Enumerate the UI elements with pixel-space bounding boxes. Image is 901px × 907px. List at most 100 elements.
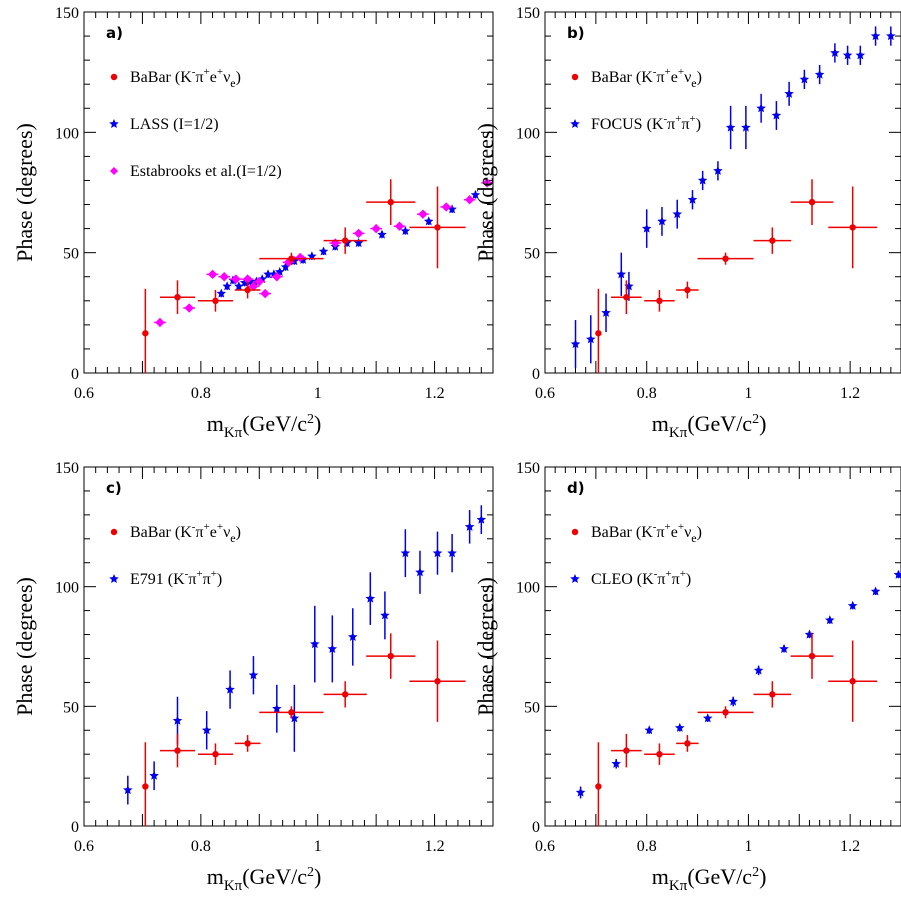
marker-circle	[288, 709, 295, 716]
legend-text-part: π	[667, 116, 675, 133]
data-point	[470, 189, 481, 199]
data-point	[409, 186, 466, 269]
data-point	[595, 288, 602, 373]
data-point	[893, 569, 901, 579]
marker-star	[753, 665, 764, 675]
data-point	[828, 640, 878, 722]
marker-circle	[142, 783, 149, 790]
legend-text-part: +	[678, 521, 684, 533]
marker-circle	[434, 678, 441, 685]
data-point	[377, 229, 387, 239]
data-point	[263, 269, 273, 279]
legend-marker	[571, 73, 579, 81]
legend-text-part: -	[663, 113, 667, 125]
legend-text-part: π	[195, 69, 203, 86]
legend-text-part: BaBar (K	[591, 69, 653, 86]
marker-star	[400, 548, 411, 558]
marker-star	[248, 670, 259, 680]
x-axis-title: mKπ(GeV/c2)	[652, 411, 767, 441]
data-point	[644, 743, 675, 765]
marker-star	[172, 715, 183, 725]
x-tick-label: 0.6	[74, 838, 94, 855]
data-point	[463, 195, 476, 205]
marker-star	[377, 229, 387, 239]
legend-text-part: e	[691, 76, 696, 90]
y-tick-label: 100	[55, 125, 79, 142]
legend-marker	[109, 574, 119, 584]
data-point	[417, 209, 429, 219]
legend-text-part: )	[696, 116, 701, 133]
data-point	[676, 735, 699, 752]
marker-circle	[142, 330, 149, 337]
data-point	[687, 190, 698, 210]
marker-diamond	[272, 272, 282, 282]
legend-text-part: )	[236, 69, 241, 86]
marker-circle	[623, 293, 630, 301]
marker-star	[771, 110, 782, 120]
marker-star	[464, 521, 475, 531]
series-babar	[142, 179, 466, 373]
marker-star	[222, 281, 232, 291]
marker-star	[842, 50, 853, 60]
data-point	[154, 317, 166, 328]
data-point	[323, 681, 367, 708]
x-tick-label: 0.8	[191, 385, 211, 402]
legend-text-part: -	[192, 521, 196, 533]
x-tick-label: 0.6	[535, 385, 555, 402]
marker-star	[365, 593, 376, 603]
marker-star	[149, 770, 159, 780]
data-point	[855, 45, 866, 65]
series-babar	[595, 633, 878, 826]
data-point	[247, 281, 260, 292]
legend-text-part: +	[678, 66, 684, 78]
data-point	[676, 281, 699, 299]
marker-star	[470, 189, 481, 199]
data-point	[771, 101, 782, 130]
legend-text-part: +	[204, 521, 210, 533]
marker-circle	[387, 652, 394, 660]
data-point	[611, 758, 621, 769]
legend-text-part: π	[657, 571, 665, 588]
x-tick-label: 1.2	[425, 838, 445, 855]
legend-text-part: +	[665, 66, 671, 78]
legend-text-part: -	[654, 568, 658, 580]
marker-diamond	[207, 269, 218, 280]
y-axis-title: Phase (degrees)	[12, 123, 37, 262]
data-point	[270, 272, 283, 282]
data-point	[149, 761, 159, 791]
data-point	[870, 26, 881, 46]
y-axis-title: Phase (degrees)	[473, 577, 498, 716]
data-point	[753, 681, 792, 708]
x-axis-title-part: Kπ	[224, 878, 243, 894]
data-point	[790, 179, 834, 225]
marker-star	[675, 722, 685, 732]
marker-circle	[684, 740, 691, 747]
x-axis-title-part: (GeV/c	[242, 411, 307, 436]
marker-star	[713, 165, 723, 175]
panel-a: 0.6 0.8 1 1.2 0 50 100 150 Phase (degrees) mKπ(Ge…	[12, 5, 494, 441]
panel-label: b)	[567, 24, 585, 42]
y-tick-label: 0	[532, 366, 540, 383]
data-point	[828, 186, 878, 269]
marker-diamond	[155, 317, 165, 328]
legend-text-part: +	[690, 113, 696, 125]
data-point	[370, 223, 382, 234]
legend-text-part: +	[675, 113, 681, 125]
data-point	[753, 665, 764, 676]
legend-entry: FOCUS (K-​π+​π+​)	[591, 113, 701, 133]
marker-circle	[769, 237, 776, 244]
marker-star	[644, 725, 655, 735]
marker-star	[697, 175, 708, 185]
plot-frame	[83, 466, 494, 827]
panel-label: c)	[106, 479, 122, 497]
marker-star	[847, 600, 858, 610]
data-point	[142, 288, 149, 373]
x-axis-title: mKπ(GeV/c2)	[207, 411, 322, 441]
marker-diamond	[418, 209, 428, 219]
data-point	[248, 656, 259, 695]
marker-star	[353, 238, 364, 248]
marker-diamond	[295, 252, 305, 263]
legend-entry: LASS (I=1/2)	[130, 116, 219, 133]
marker-circle	[808, 198, 816, 206]
panel-b: 0.6 0.8 1 1.2 0 50 100 150 Phase (degrees) mKπ(Ge…	[473, 5, 901, 441]
